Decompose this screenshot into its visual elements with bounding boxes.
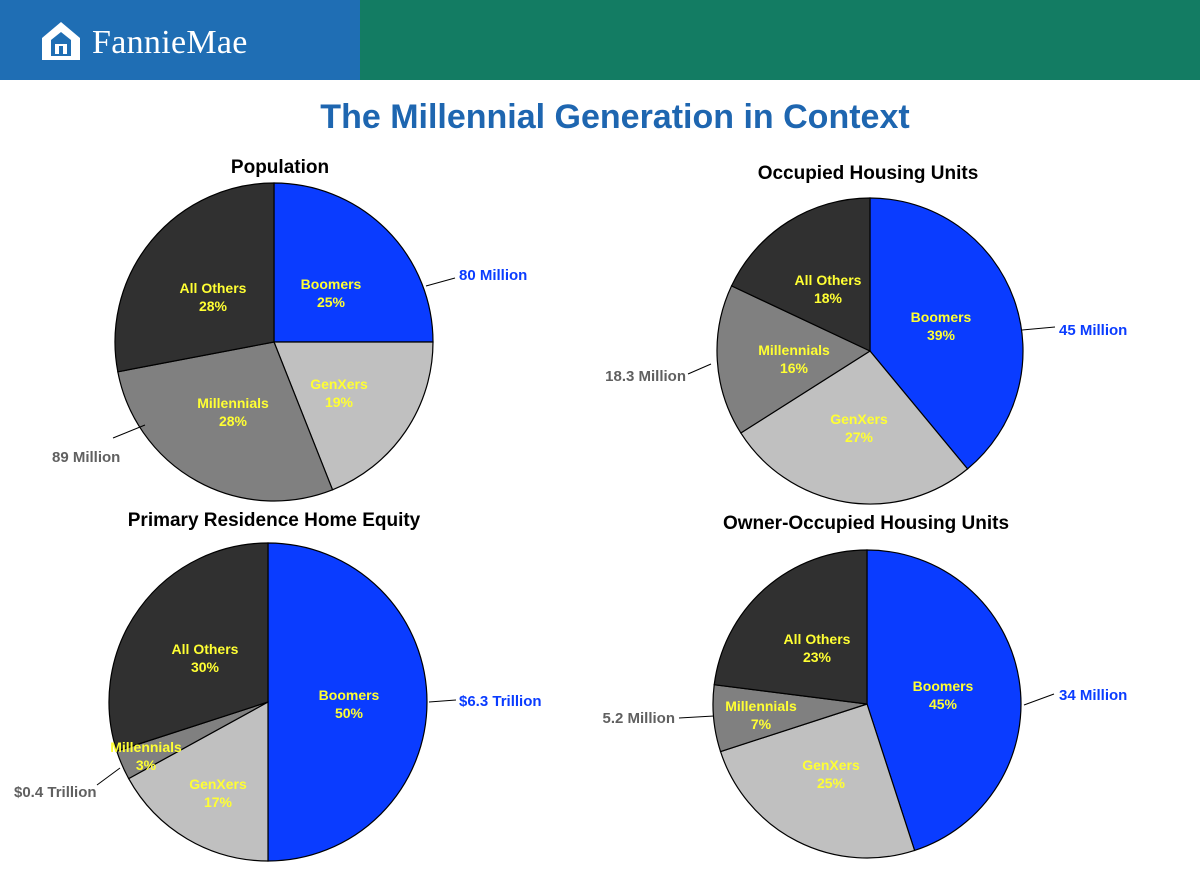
callout-leader-line xyxy=(112,424,146,439)
slice-label-all-others: All Others 28% xyxy=(180,280,247,314)
callout-boomers-total: $6.3 Trillion xyxy=(459,693,542,710)
pie-slice-genxers xyxy=(719,703,916,859)
pie-slice-all-others xyxy=(730,197,871,352)
pie-chart-occupied-housing-units: Boomers 39% GenXers 27% Millennials 16% All Ot… xyxy=(605,163,1127,505)
callout-boomers-total: 80 Million xyxy=(459,267,527,284)
logo-text: FannieMae xyxy=(92,24,248,61)
pie-chart-owner-occupied-housing-units: Boomers 45% GenXers 25%Millennials 7% All Oth… xyxy=(602,513,1127,859)
pie-chart-population: Boomers 25% GenXers 19% Millennials 28% All Ot… xyxy=(52,157,527,502)
chart-title: Owner-Occupied Housing Units xyxy=(723,513,1009,534)
callout-boomers-total: 45 Million xyxy=(1059,322,1127,339)
slice-label-millennials: Millennials 7% xyxy=(725,698,797,732)
pie-slice-boomers xyxy=(267,542,428,862)
callout-millennials-total: 5.2 Million xyxy=(602,710,675,727)
slice-label-boomers: Boomers 45% xyxy=(913,678,974,712)
slice-label-genxers: GenXers 25% xyxy=(802,757,860,791)
chart-title: Primary Residence Home Equity xyxy=(128,510,421,531)
chart-title: Occupied Housing Units xyxy=(758,163,979,184)
header-right-band xyxy=(360,0,1200,80)
slice-label-genxers: GenXers 19% xyxy=(310,376,368,410)
header-left-band: FannieMae xyxy=(0,0,360,80)
slice-label-all-others: All Others 18% xyxy=(795,272,862,306)
slice-label-millennials: Millennials 28% xyxy=(197,395,269,429)
pie-slice-millennials xyxy=(117,341,334,502)
slice-label-boomers: Boomers 50% xyxy=(319,687,380,721)
callout-boomers-total: 34 Million xyxy=(1059,687,1127,704)
pie-slice-boomers xyxy=(866,549,1022,852)
pie-slice-millennials xyxy=(716,285,872,434)
pie-slice-genxers xyxy=(739,350,969,505)
pie-slice-boomers xyxy=(273,182,434,343)
slice-label-all-others: All Others 30% xyxy=(172,641,239,675)
callout-millennials-total: 89 Million xyxy=(52,449,120,466)
pie-slice-genxers xyxy=(127,700,269,862)
callout-leader-line xyxy=(1021,326,1056,331)
slice-label-millennials: Millennials 16% xyxy=(758,342,830,376)
pie-slice-boomers xyxy=(869,197,1024,470)
chart-title: Population xyxy=(231,157,329,178)
callout-leader-line xyxy=(687,363,712,375)
callout-millennials-total: $0.4 Trillion xyxy=(14,784,97,801)
fanniemae-house-logo-icon xyxy=(42,22,80,60)
pie-slice-all-others xyxy=(713,549,868,705)
slice-label-all-others: All Others 23% xyxy=(784,631,851,665)
callout-millennials-total: 18.3 Million xyxy=(605,368,686,385)
pie-slice-all-others xyxy=(108,542,269,752)
pie-chart-primary-residence-home-equity: Boomers 50% GenXers 17%Millennials 3% All Oth… xyxy=(14,510,542,862)
callout-leader-line xyxy=(678,715,715,719)
callout-leader-line xyxy=(1023,693,1055,706)
slice-label-boomers: Boomers 25% xyxy=(301,276,362,310)
callout-leader-line xyxy=(425,277,456,287)
pie-slice-genxers xyxy=(273,341,434,491)
slice-label-genxers: GenXers 27% xyxy=(830,411,888,445)
pie-slice-all-others xyxy=(114,182,275,373)
callout-leader-line xyxy=(428,699,457,703)
page-title: The Millennial Generation in Context xyxy=(320,98,910,136)
slice-label-millennials: Millennials 3% xyxy=(110,739,182,773)
callout-leader-line xyxy=(96,767,121,786)
slice-label-genxers: GenXers 17% xyxy=(189,776,247,810)
slice-label-boomers: Boomers 39% xyxy=(911,309,972,343)
